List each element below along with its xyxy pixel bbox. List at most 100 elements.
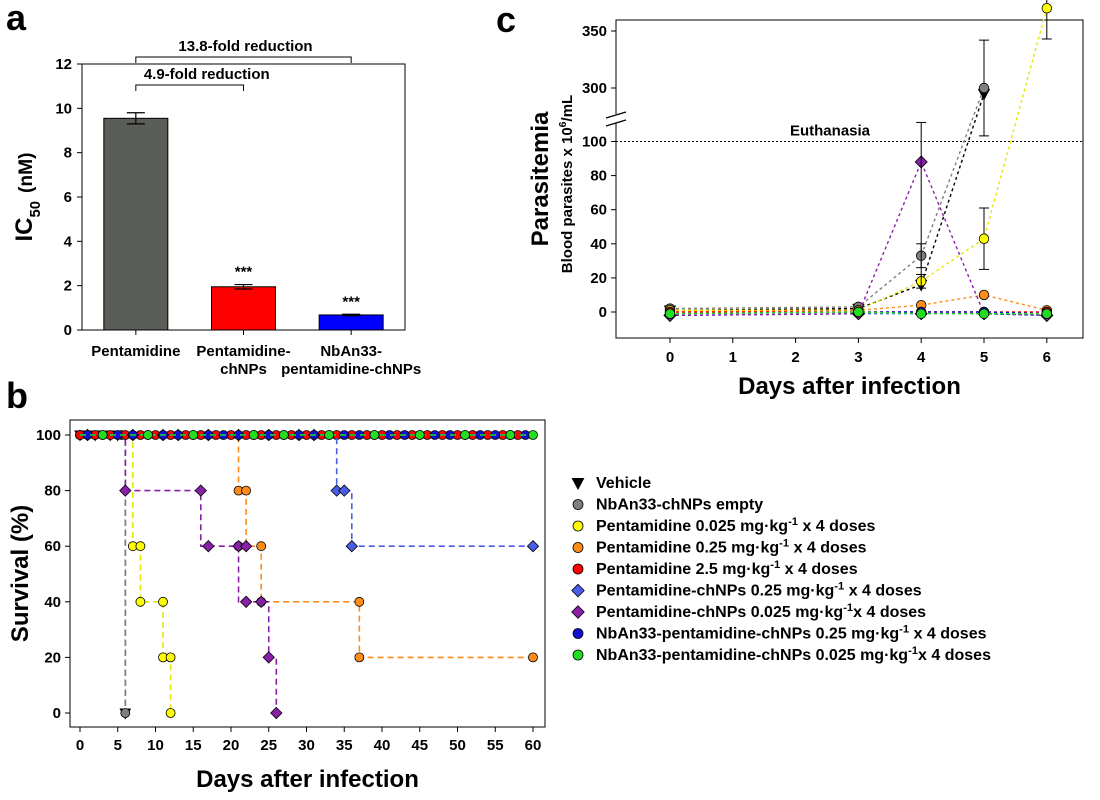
legend-label-0-part-0: Vehicle: [596, 475, 651, 492]
panel-a-category-label: Pentamidine-: [196, 343, 290, 360]
legend-label-3-part-0: Pentamidine 0.25 mg·kg: [596, 540, 779, 557]
panel-b-xtick-label: 45: [411, 737, 428, 754]
legend-label-6: Pentamidine-chNPs 0.025 mg·kg-1x 4 doses: [596, 602, 926, 621]
panel-b-xtick-label: 40: [374, 737, 391, 754]
panel-a-bracket: [135, 56, 352, 63]
panel-b-ytick-label: 80: [44, 483, 61, 500]
panel-c-series-6: [663, 155, 1054, 322]
legend-marker: [572, 499, 584, 510]
panel-b-marker: [345, 540, 358, 553]
panel-c-ytick-label: 40: [590, 236, 607, 253]
panel-b-marker: [165, 708, 176, 718]
panel-b-marker: [241, 485, 252, 496]
panel-a-annotation: 13.8-fold reduction: [178, 38, 312, 55]
panel-c-marker: [1041, 2, 1053, 14]
panel-c-ylabel-sub-part-2: /mL: [559, 95, 576, 122]
panel-a-ytick-label: 10: [55, 100, 72, 117]
panel-b-legend: Vehicle NbAn33-chNPs empty Pentamidine 0.0…: [571, 475, 991, 664]
legend-label-8-part-1: -1: [908, 645, 918, 657]
panel-b-ytick-label: 100: [36, 427, 61, 444]
panel-c-axis-break-mark: [605, 111, 627, 119]
panel-a-ytick-label: 4: [64, 233, 73, 250]
panel-c-xtick-label: 5: [980, 349, 988, 366]
panel-c-ylabel-sub-part-0: Blood parasites x 10: [559, 127, 576, 273]
panel-b-ytick-label: 0: [53, 705, 61, 722]
panel-b-ylabel: Survival (%): [7, 505, 34, 642]
panel-b-marker: [262, 651, 275, 664]
panel-c-ylabel-sub: Blood parasites x 106/mL: [557, 95, 576, 273]
panel-a-ylabel-ylabel: IC: [11, 218, 38, 242]
panel-c-series-2: [664, 0, 1053, 316]
panel-b-series-1: [75, 430, 131, 718]
panel-a-category-label: chNPs: [220, 361, 267, 378]
panel-b-ytick-label: 40: [44, 594, 61, 611]
panel-b-marker: [460, 430, 470, 440]
panel-b-marker: [526, 540, 540, 553]
panel-c-marker: [978, 308, 990, 319]
legend-label-5-part-1: -1: [834, 581, 844, 593]
panel-b-marker: [239, 595, 253, 608]
legend-label-2: Pentamidine 0.025 mg·kg-1 x 4 doses: [596, 516, 875, 535]
panel-c-series-line: [669, 294, 1047, 313]
panel-b-marker: [354, 596, 365, 607]
panel-a-ylabel: IC50 (nM): [11, 152, 44, 241]
panel-b-marker: [414, 430, 425, 440]
panel-c-series-line: [669, 87, 985, 310]
panel-c-ytick-label: 100: [582, 134, 607, 151]
panel-c-ytick-label: 300: [582, 80, 607, 97]
panel-c-parasitemia-chart: 0204060801003003504000123456Days after i…: [527, 0, 1084, 400]
panel-c-ytick-label: 350: [582, 23, 607, 40]
panel-c-marker: [916, 308, 927, 319]
panel-b-marker: [202, 540, 215, 553]
legend-label-8-part-2: x 4 doses: [918, 647, 991, 664]
legend-label-6-part-1: -1: [843, 602, 853, 614]
panel-a-ic50-bar-chart: 0 2 4 6 8 10 12 Pentamidine *** Pentamidine-chNPs…: [11, 38, 421, 378]
legend-marker: [572, 649, 584, 661]
panel-a-bracket: [135, 84, 244, 91]
panel-c-marker: [853, 306, 864, 318]
panel-label-a: a: [6, 0, 27, 38]
panel-b-marker: [119, 484, 132, 497]
panel-c-marker: [1041, 308, 1053, 319]
panel-b-xlabel: Days after infection: [196, 766, 419, 793]
panel-b-series-8: [80, 430, 538, 440]
panel-b-marker: [239, 540, 253, 553]
panel-a-annotation: 4.9-fold reduction: [144, 66, 270, 83]
panel-b-xtick-label: 20: [223, 737, 240, 754]
panel-b-marker: [135, 596, 146, 607]
legend-label-6-part-0: Pentamidine-chNPs 0.025 mg·kg: [596, 604, 843, 621]
legend-label-8: NbAn33-pentamidine-chNPs 0.025 mg·kg-1x …: [596, 645, 991, 664]
legend-label-7-part-0: NbAn33-pentamidine-chNPs 0.25 mg·kg: [596, 626, 899, 643]
panel-c-ytick-label: 20: [590, 270, 607, 287]
panel-b-ytick-label: 20: [44, 649, 61, 666]
legend-label-0: Vehicle: [596, 475, 651, 492]
panel-b-marker: [143, 430, 153, 440]
panel-c-xtick-label: 1: [729, 349, 737, 366]
panel-b-xtick-label: 5: [114, 737, 122, 754]
panel-c-xtick-label: 2: [791, 349, 799, 366]
panel-c-frame: [615, 19, 1084, 339]
panel-b-marker: [354, 652, 365, 663]
legend-label-7-part-1: -1: [899, 624, 909, 636]
panel-b-marker: [135, 541, 146, 552]
panel-c-euthanasia-label: Euthanasia: [790, 123, 871, 140]
legend-label-2-part-0: Pentamidine 0.025 mg·kg: [596, 518, 788, 535]
panel-b-marker: [248, 430, 259, 440]
panel-a-category-label: Pentamidine: [91, 343, 180, 360]
panel-a-ytick-label: 8: [64, 145, 72, 162]
legend-label-8-part-0: NbAn33-pentamidine-chNPs 0.025 mg·kg: [596, 647, 908, 664]
legend-marker: [572, 520, 584, 532]
panel-c-marker: [978, 82, 990, 94]
panel-b-marker: [270, 706, 283, 720]
panel-c-ytick-label: 60: [590, 202, 607, 219]
legend-marker: [572, 628, 584, 639]
panel-b-xtick-label: 30: [298, 737, 315, 754]
panel-b-series-line: [80, 434, 533, 659]
legend-label-6-part-2: x 4 doses: [853, 604, 926, 621]
legend-label-3-part-2: x 4 doses: [789, 540, 866, 557]
panel-b-xtick-label: 0: [76, 737, 84, 754]
panel-b-marker: [278, 430, 289, 440]
panel-c-marker: [978, 289, 990, 301]
legend-label-2-part-2: x 4 doses: [798, 518, 875, 535]
panel-c-xtick-label: 0: [666, 349, 674, 366]
